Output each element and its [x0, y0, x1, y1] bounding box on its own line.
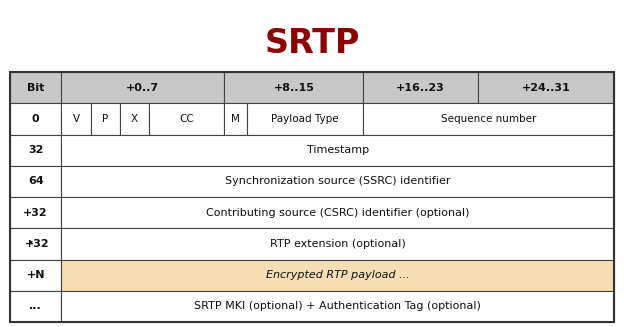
Text: P: P — [102, 114, 109, 124]
Bar — [61, 291, 614, 322]
Bar — [61, 103, 90, 134]
Text: +32: +32 — [23, 208, 48, 218]
Text: RTP extension (optional): RTP extension (optional) — [270, 239, 406, 249]
Text: V: V — [72, 114, 80, 124]
Text: Bit: Bit — [27, 83, 44, 93]
Text: +32: +32 — [26, 239, 50, 249]
Bar — [90, 103, 120, 134]
Bar — [10, 197, 61, 228]
Bar — [363, 103, 614, 134]
Bar — [10, 166, 61, 197]
Text: +0..7: +0..7 — [126, 83, 160, 93]
Text: Synchronization source (SSRC) identifier: Synchronization source (SSRC) identifier — [225, 176, 451, 186]
Text: Encrypted RTP payload ...: Encrypted RTP payload ... — [266, 270, 409, 280]
Bar — [225, 103, 246, 134]
Bar — [61, 228, 614, 260]
Text: SRTP MKI (optional) + Authentication Tag (optional): SRTP MKI (optional) + Authentication Tag… — [194, 301, 481, 311]
Bar — [61, 72, 225, 103]
Text: Timestamp: Timestamp — [306, 145, 369, 155]
Bar — [61, 166, 614, 197]
Bar — [363, 72, 478, 103]
Bar — [478, 72, 614, 103]
Text: +16..23: +16..23 — [396, 83, 445, 93]
Text: CC: CC — [180, 114, 194, 124]
Bar — [10, 72, 614, 322]
Bar — [61, 197, 614, 228]
Bar — [61, 134, 614, 166]
Bar — [10, 103, 61, 134]
Text: ...: ... — [29, 301, 42, 311]
Bar — [61, 260, 614, 291]
Bar — [149, 103, 225, 134]
Text: 32: 32 — [28, 145, 43, 155]
Bar — [10, 260, 61, 291]
Bar — [10, 72, 61, 103]
Bar — [246, 103, 363, 134]
Text: ★: ★ — [28, 240, 34, 245]
Bar — [10, 134, 61, 166]
Text: +24..31: +24..31 — [522, 83, 570, 93]
Text: X: X — [131, 114, 139, 124]
Text: +8..15: +8..15 — [273, 83, 314, 93]
Bar — [225, 72, 363, 103]
Text: 0: 0 — [32, 114, 39, 124]
Text: Payload Type: Payload Type — [271, 114, 339, 124]
Text: Contributing source (CSRC) identifier (optional): Contributing source (CSRC) identifier (o… — [206, 208, 469, 218]
Bar — [10, 228, 61, 260]
Text: 64: 64 — [28, 176, 44, 186]
Bar — [120, 103, 149, 134]
Bar — [10, 291, 61, 322]
Text: SRTP: SRTP — [265, 27, 359, 60]
Text: M: M — [231, 114, 240, 124]
Text: +N: +N — [26, 270, 45, 280]
Text: Sequence number: Sequence number — [441, 114, 537, 124]
